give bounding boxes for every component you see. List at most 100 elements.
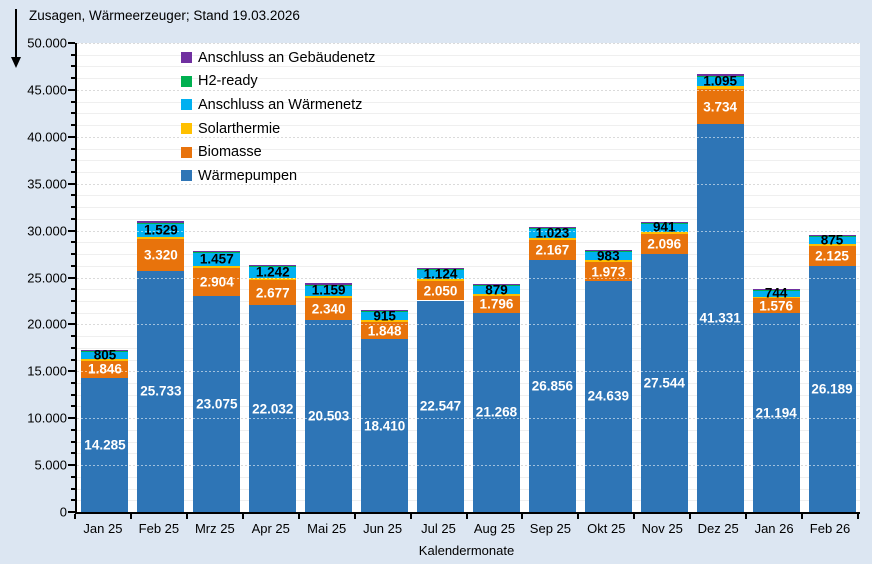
x-tick-label: Mai 25 [307, 521, 347, 536]
bar-segment-solarthermie [249, 278, 297, 281]
x-tick [297, 514, 300, 519]
y-tick-major [68, 370, 75, 373]
bar-segment-anschluss-waermenetz [696, 76, 744, 87]
gridline-minor [77, 476, 860, 478]
bar-segment-biomasse [584, 262, 632, 281]
bar-segment-solarthermie [305, 295, 353, 298]
bar-segment-biomasse [81, 360, 129, 378]
bar-label-biomasse: 2.904 [199, 274, 234, 290]
bar-segment-biomasse [137, 239, 185, 271]
legend-swatch-icon [181, 146, 192, 158]
y-tick-label: 25.000 [27, 270, 67, 285]
y-tick-major [68, 88, 75, 91]
x-tick-label: Jan 25 [83, 521, 123, 536]
bar-label-biomasse: 2.677 [255, 285, 290, 301]
bar-segment-anschluss-waermenetz [81, 351, 129, 359]
x-tick [521, 514, 524, 519]
bar-segment-anschluss-gebaeudenetz [640, 221, 688, 223]
bar-segment-waermepumpen [193, 295, 241, 512]
x-axis-title: Kalendermonate [418, 543, 515, 558]
legend-item: Wärmepumpen [181, 164, 375, 188]
x-tick [801, 514, 804, 519]
bar-label-waermepumpen: 24.639 [587, 388, 629, 404]
gridline-overlay [77, 43, 860, 44]
bar-label-biomasse: 2.125 [815, 248, 849, 264]
bar-label-anschluss-waermenetz: 1.124 [423, 266, 458, 282]
x-tick [241, 514, 244, 519]
y-tick-major [68, 276, 75, 279]
legend-item: Anschluss an Wärmenetz [181, 93, 375, 117]
bar-label-anschluss-waermenetz: 983 [597, 248, 620, 264]
y-tick-minor [71, 100, 75, 103]
gridline-minor [77, 441, 860, 443]
x-tick [74, 514, 76, 519]
bar-label-biomasse: 2.340 [311, 301, 346, 317]
bar-segment-waermepumpen [472, 312, 520, 512]
bar-segment-anschluss-waermenetz [528, 228, 576, 238]
y-tick-label: 50.000 [27, 35, 67, 51]
x-tick [745, 514, 748, 519]
bar-segment-biomasse [305, 297, 353, 320]
legend-label: Biomasse [198, 144, 262, 161]
bar-segment-anschluss-waermenetz [305, 284, 353, 296]
y-tick-minor [71, 194, 75, 197]
bar-segment-anschluss-gebaeudenetz [81, 349, 129, 352]
y-tick-major [68, 323, 75, 326]
bar-label-anschluss-waermenetz: 941 [652, 219, 676, 235]
bar-label-anschluss-waermenetz: 1.095 [703, 73, 738, 89]
bar-segment-waermepumpen [249, 305, 297, 512]
bar-label-waermepumpen: 22.547 [419, 398, 462, 414]
bar-segment-solarthermie [81, 358, 129, 361]
gridline-minor [77, 406, 860, 408]
x-tick-label: Okt 25 [587, 521, 626, 536]
y-tick-major [68, 511, 75, 513]
x-tick-label: Sep 25 [529, 521, 571, 536]
y-tick-minor [71, 206, 75, 209]
bar-label-waermepumpen: 27.544 [643, 375, 685, 391]
y-tick-label: 40.000 [27, 129, 67, 145]
bar-segment-solarthermie [417, 279, 465, 282]
legend-label: Solarthermie [198, 120, 281, 137]
y-tick-minor [71, 288, 75, 291]
bar-label-waermepumpen: 20.503 [308, 408, 350, 424]
bar-segment-anschluss-gebaeudenetz [584, 249, 632, 252]
bar-label-waermepumpen: 25.733 [140, 383, 182, 399]
down-arrow-icon [11, 9, 21, 68]
bar-segment-anschluss-waermenetz [137, 222, 185, 238]
x-tick [185, 514, 188, 519]
y-tick-label: 35.000 [27, 176, 67, 192]
x-tick [465, 514, 468, 519]
y-tick-major [68, 135, 75, 138]
legend-label: Anschluss an Wärmenetz [198, 96, 363, 113]
legend-item: Solarthermie [181, 117, 375, 141]
bar-label-biomasse: 1.796 [479, 296, 514, 312]
y-tick-minor [71, 253, 75, 256]
x-tick-label: Feb 25 [138, 521, 180, 536]
bar-label-biomasse: 1.973 [591, 264, 626, 280]
gridline-minor [77, 429, 860, 431]
y-tick-minor [71, 358, 75, 361]
y-tick-minor [71, 264, 75, 267]
y-tick-major [68, 182, 75, 185]
gridline-minor [77, 171, 860, 173]
x-tick [409, 514, 412, 519]
gridline-minor [77, 359, 860, 361]
gridline-minor [77, 101, 860, 103]
legend-swatch-icon [181, 123, 192, 135]
y-tick-label: 0 [59, 504, 67, 520]
bar-label-waermepumpen: 23.075 [196, 396, 238, 412]
gridline-minor [77, 66, 860, 68]
bar-segment-biomasse [528, 239, 576, 261]
gridline-minor [77, 394, 860, 396]
bar-label-anschluss-waermenetz: 879 [485, 282, 508, 298]
bar-segment-anschluss-gebaeudenetz [696, 74, 744, 77]
gridline-minor [77, 300, 860, 302]
y-tick-label: 20.000 [27, 316, 67, 332]
y-tick-minor [71, 335, 75, 338]
y-tick-minor [71, 124, 75, 127]
bar-segment-anschluss-waermenetz [193, 252, 241, 267]
x-tick [577, 514, 580, 519]
bar-label-waermepumpen: 41.331 [699, 310, 741, 326]
bar-segment-waermepumpen [584, 280, 632, 512]
bar-segment-solarthermie [193, 266, 241, 269]
